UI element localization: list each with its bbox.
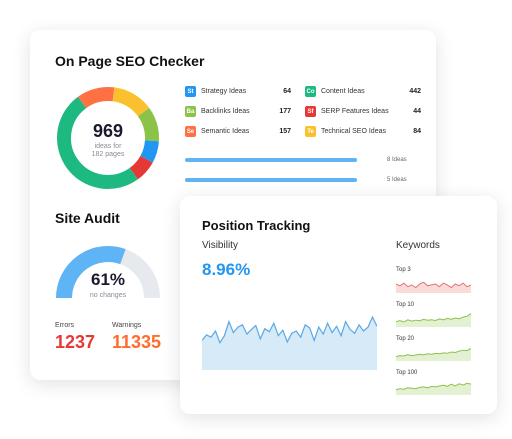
idea-value: 177 [279, 108, 291, 115]
idea-row-semantic[interactable]: Se Semantic Ideas 157 [185, 126, 291, 137]
keyword-group-label: Top 100 [396, 370, 418, 376]
top3-sparkline [396, 281, 471, 293]
backlinks-badge-icon: Ba [185, 106, 196, 117]
idea-label: SERP Features Ideas [321, 108, 389, 115]
sparkline-area [396, 282, 471, 293]
donut-segment [78, 87, 115, 109]
content-badge-icon: Co [305, 86, 316, 97]
donut-segment [129, 155, 153, 180]
idea-label: Strategy Ideas [201, 88, 247, 95]
ideas-donut-svg [57, 87, 159, 189]
donut-segment [140, 139, 159, 163]
strategy-badge-icon: St [185, 86, 196, 97]
site-audit-gauge-svg [56, 246, 160, 299]
idea-row-strategy[interactable]: St Strategy Ideas 64 [185, 86, 291, 97]
progress-row: 8 Ideas [185, 157, 407, 163]
sparkline-line [396, 382, 471, 391]
site-audit-percent: 61% [90, 270, 126, 289]
errors-label: Errors [55, 322, 75, 329]
position-tracking-title: Position Tracking [202, 218, 311, 233]
progress-fill [185, 158, 357, 162]
idea-value: 44 [413, 108, 421, 115]
warnings-value[interactable]: 11335 [112, 332, 162, 352]
idea-value: 64 [283, 88, 291, 95]
progress-track [185, 178, 357, 182]
idea-value: 442 [409, 88, 421, 95]
progress-fill [185, 178, 357, 182]
errors-value[interactable]: 1237 [55, 332, 96, 352]
technical-seo-badge-icon: Te [305, 126, 316, 137]
progress-label: 8 Ideas [387, 157, 407, 163]
donut-segment [57, 96, 138, 189]
idea-label: Semantic Ideas [201, 128, 250, 135]
site-audit-gauge: 61% no changes [55, 242, 161, 306]
position-tracking-card: Position Tracking Visibility 8.96% Keywo… [180, 196, 497, 414]
visibility-value: 8.96% [202, 260, 251, 279]
keyword-group-label: Top 10 [396, 302, 415, 308]
idea-value: 84 [413, 128, 421, 135]
semantic-badge-icon: Se [185, 126, 196, 137]
keyword-group-label: Top 3 [396, 267, 411, 273]
sparkline-area [396, 383, 471, 395]
donut-segment [137, 108, 159, 142]
warnings-label: Warnings [112, 322, 142, 329]
top10-sparkline [396, 313, 471, 327]
progress-track [185, 158, 357, 162]
site-audit-title: Site Audit [55, 210, 120, 226]
donut-segment [112, 87, 150, 117]
keywords-label: Keywords [396, 240, 440, 251]
idea-row-technical-seo[interactable]: Te Technical SEO Ideas 84 [305, 126, 421, 137]
ideas-sub-line1: ideas for [94, 143, 122, 150]
visibility-line [202, 315, 377, 345]
sparkline-line [396, 347, 471, 357]
top20-sparkline [396, 347, 471, 361]
keyword-group-label: Top 20 [396, 336, 415, 342]
visibility-area [202, 317, 377, 370]
sparkline-line [396, 281, 471, 289]
sparkline-area [396, 348, 471, 361]
serp-features-badge-icon: Sf [305, 106, 316, 117]
idea-label: Technical SEO Ideas [321, 128, 386, 135]
idea-row-backlinks[interactable]: Ba Backlinks Ideas 177 [185, 106, 291, 117]
ideas-donut-chart: 969 ideas for 182 pages [55, 85, 161, 191]
top100-sparkline [396, 382, 471, 395]
ideas-total: 969 [92, 121, 124, 141]
sparkline-line [396, 313, 471, 323]
idea-label: Backlinks Ideas [201, 108, 250, 115]
idea-value: 157 [279, 128, 291, 135]
ideas-sub-line2: 182 pages [91, 151, 125, 158]
progress-row: 5 Ideas [185, 177, 407, 183]
idea-row-serp-features[interactable]: Sf SERP Features Ideas 44 [305, 106, 421, 117]
idea-row-content[interactable]: Co Content Ideas 442 [305, 86, 421, 97]
site-audit-sub: no changes [89, 292, 127, 299]
visibility-label: Visibility [202, 240, 238, 251]
visibility-area-chart [202, 315, 377, 370]
progress-label: 5 Ideas [387, 177, 407, 183]
idea-label: Content Ideas [321, 88, 365, 95]
gauge-fill [56, 246, 126, 299]
seo-checker-title: On Page SEO Checker [55, 53, 205, 69]
